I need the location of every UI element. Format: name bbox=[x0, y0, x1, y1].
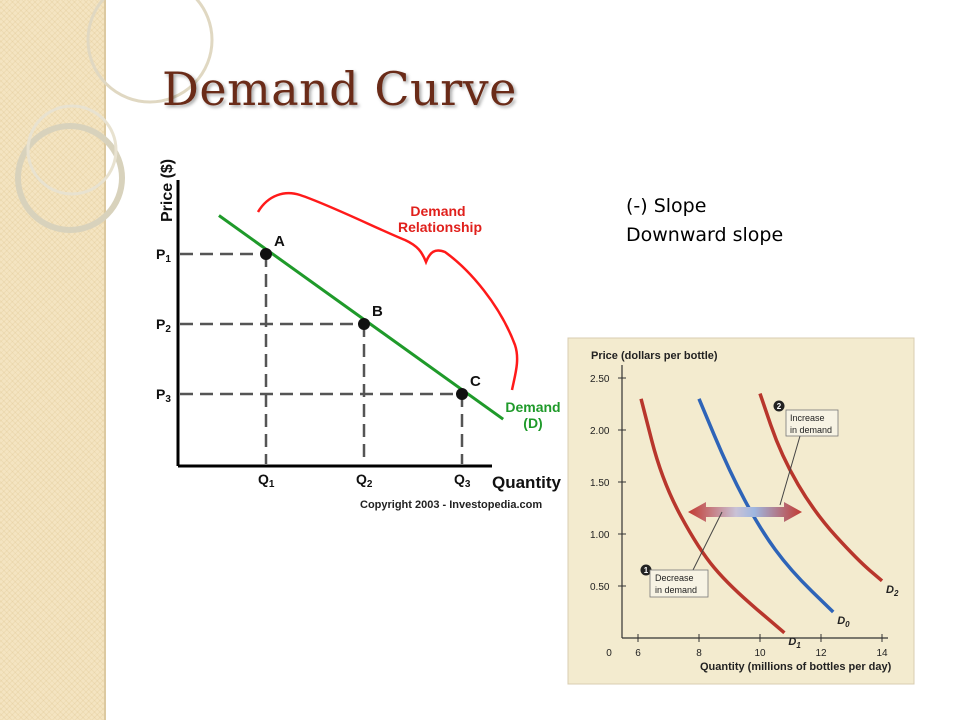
increase-marker-icon bbox=[773, 400, 785, 412]
y-tick-subscript: 2 bbox=[165, 324, 171, 335]
slide-title: Demand Curve bbox=[162, 62, 517, 116]
chart2-x-tick-label: 8 bbox=[696, 648, 702, 659]
increase-label-box bbox=[785, 409, 839, 437]
increase-leader-line bbox=[779, 435, 801, 506]
x-tick-subscript: 3 bbox=[465, 479, 471, 490]
decrease-marker-icon bbox=[640, 564, 652, 576]
chart2-x-tick-label: 10 bbox=[754, 648, 766, 659]
demand-point-label: C bbox=[470, 373, 481, 390]
decrease-label-line2: in demand bbox=[655, 585, 697, 595]
chart2-y-tick-label: 0.50 bbox=[590, 582, 610, 593]
brace-label-line1: Demand bbox=[410, 203, 465, 219]
chart2-y-tick-label: 2.00 bbox=[590, 426, 610, 437]
note-slope: (-) Slope bbox=[626, 195, 707, 217]
increase-callout: 2 Increase in demand bbox=[773, 400, 839, 506]
curve-label-subscript: 2 bbox=[893, 589, 899, 598]
demand-point-label: A bbox=[274, 233, 285, 250]
decrease-callout: 1 Decrease in demand bbox=[640, 511, 723, 598]
y-tick-subscript: 3 bbox=[165, 394, 171, 405]
chart2-x-tick-label: 14 bbox=[876, 648, 888, 659]
chart2-x-tick-label: 12 bbox=[815, 648, 827, 659]
y-tick-subscript: 1 bbox=[165, 254, 171, 265]
shift-double-arrow bbox=[688, 502, 802, 522]
brace-label-line2: Relationship bbox=[398, 219, 482, 235]
demand-point-c bbox=[456, 388, 468, 400]
demand-series-sublabel: (D) bbox=[523, 415, 542, 431]
decrease-label-line1: Decrease bbox=[655, 573, 694, 583]
chart2-y-label: Price (dollars per bottle) bbox=[591, 350, 718, 362]
curve-label-subscript: 0 bbox=[845, 620, 850, 629]
chart2-x-tick-label: 0 bbox=[606, 648, 612, 659]
y-axis-label: Price ($) bbox=[159, 159, 176, 222]
chart2-y-tick-label: 1.50 bbox=[590, 478, 610, 489]
curve-label-subscript: 1 bbox=[796, 641, 801, 650]
curve-d2 bbox=[758, 393, 884, 583]
increase-label-line2: in demand bbox=[790, 425, 832, 435]
curve-d0 bbox=[697, 398, 835, 614]
x-tick-subscript: 1 bbox=[269, 479, 275, 490]
demand-point-b bbox=[358, 318, 370, 330]
demand-point-a bbox=[260, 248, 272, 260]
x-axis-label: Quantity bbox=[492, 473, 561, 492]
chart2-x-tick-label: 6 bbox=[635, 648, 641, 659]
x-tick-subscript: 2 bbox=[367, 479, 373, 490]
curve-d1 bbox=[639, 398, 786, 635]
chart2-y-tick-label: 1.00 bbox=[590, 530, 610, 541]
demand-series-label: Demand bbox=[505, 399, 560, 415]
decrease-leader-line bbox=[691, 511, 723, 573]
note-downward: Downward slope bbox=[626, 224, 784, 246]
decrease-label-box bbox=[649, 569, 709, 598]
demand-point-label: B bbox=[372, 303, 383, 320]
decrease-marker-number: 1 bbox=[644, 566, 649, 575]
chart-credit: Copyright 2003 - Investopedia.com bbox=[360, 499, 542, 511]
chart2-x-label: Quantity (millions of bottles per day) bbox=[700, 661, 892, 673]
increase-label-line1: Increase bbox=[790, 413, 825, 423]
slide-notes: (-) Slope Downward slope bbox=[626, 192, 783, 250]
increase-marker-number: 2 bbox=[777, 402, 782, 411]
chart2-y-tick-label: 2.50 bbox=[590, 374, 610, 385]
demand-relationship-brace bbox=[256, 191, 519, 391]
